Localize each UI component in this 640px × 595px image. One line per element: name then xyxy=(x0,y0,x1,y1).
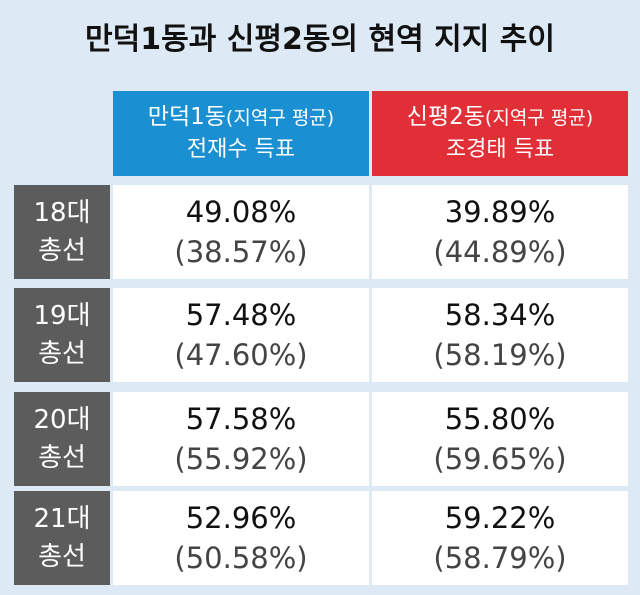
column-header-sinpyeong: 신평2동(지역구 평균) 조경태 득표 xyxy=(372,91,628,176)
district-average-value: (59.65%) xyxy=(433,442,567,476)
table-cell: 39.89% (44.89%) xyxy=(372,185,628,279)
district-average-value: (58.79%) xyxy=(433,541,567,575)
table-cell: 58.34% (58.19%) xyxy=(372,288,628,382)
row-label-election: 21대 xyxy=(33,504,91,534)
row-label-election: 18대 xyxy=(33,198,91,228)
column-header-subtitle: 전재수 득표 xyxy=(186,137,296,162)
table-cell: 57.48% (47.60%) xyxy=(113,288,369,382)
column-header-note: (지역구 평균) xyxy=(225,107,335,129)
table-cell: 49.08% (38.57%) xyxy=(113,185,369,279)
column-header-note: (지역구 평균) xyxy=(484,107,594,129)
district-average-value: (58.19%) xyxy=(433,338,567,372)
row-label-type: 총선 xyxy=(38,443,86,473)
vote-share-value: 57.58% xyxy=(185,402,297,436)
vote-share-value: 58.34% xyxy=(444,298,556,332)
row-label-election: 20대 xyxy=(33,405,91,435)
district-average-value: (47.60%) xyxy=(174,338,308,372)
column-header-area: 만덕1동 xyxy=(147,104,226,130)
district-average-value: (55.92%) xyxy=(174,442,308,476)
table-cell: 57.58% (55.92%) xyxy=(113,392,369,486)
row-label-type: 총선 xyxy=(38,542,86,572)
vote-share-value: 39.89% xyxy=(444,195,556,229)
district-average-value: (38.57%) xyxy=(174,235,308,269)
column-header-area: 신평2동 xyxy=(406,104,485,130)
column-header-manduk: 만덕1동(지역구 평균) 전재수 득표 xyxy=(113,91,369,176)
table-cell: 52.96% (50.58%) xyxy=(113,491,369,585)
table-cell: 55.80% (59.65%) xyxy=(372,392,628,486)
district-average-value: (50.58%) xyxy=(174,541,308,575)
row-label-type: 총선 xyxy=(38,339,86,369)
row-label-election: 19대 xyxy=(33,301,91,331)
vote-share-value: 57.48% xyxy=(185,298,297,332)
district-average-value: (44.89%) xyxy=(433,235,567,269)
table-cell: 59.22% (58.79%) xyxy=(372,491,628,585)
column-header-subtitle: 조경태 득표 xyxy=(445,137,555,162)
row-label-type: 총선 xyxy=(38,236,86,266)
chart-title: 만덕1동과 신평2동의 현역 지지 추이 xyxy=(85,22,555,57)
vote-share-value: 55.80% xyxy=(444,402,556,436)
vote-share-value: 52.96% xyxy=(185,501,297,535)
vote-share-value: 59.22% xyxy=(444,501,556,535)
vote-share-value: 49.08% xyxy=(185,195,297,229)
